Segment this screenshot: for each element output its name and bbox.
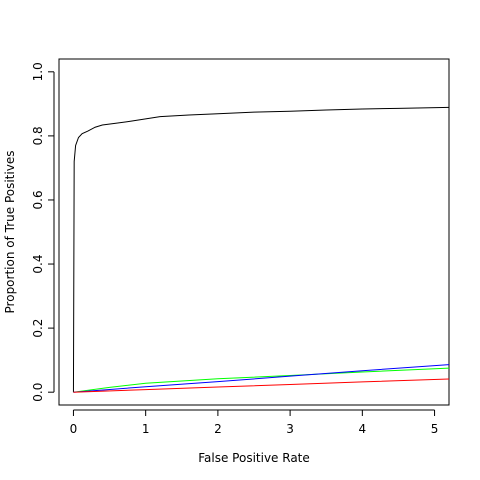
series-line-1 bbox=[72, 106, 450, 393]
x-tick-label: 5 bbox=[431, 422, 439, 436]
y-tick-label: 0.6 bbox=[31, 190, 45, 209]
y-axis-label: Proportion of True Positives bbox=[3, 151, 17, 314]
series-layer bbox=[72, 106, 450, 393]
y-tick-label: 0.2 bbox=[31, 319, 45, 338]
x-axis: 0 1 2 3 4 5 bbox=[70, 409, 439, 436]
x-tick-label: 2 bbox=[214, 422, 222, 436]
x-tick-label: 0 bbox=[70, 422, 78, 436]
series-line-3 bbox=[73, 364, 450, 393]
y-axis: 0.0 0.2 0.4 0.6 0.8 1.0 bbox=[31, 62, 55, 402]
plot-frame bbox=[58, 58, 450, 406]
series-line-4 bbox=[73, 378, 450, 393]
y-tick-label: 0.0 bbox=[31, 383, 45, 402]
series-line-2 bbox=[73, 367, 450, 393]
y-tick-label: 0.8 bbox=[31, 126, 45, 145]
y-tick-label: 1.0 bbox=[31, 62, 45, 81]
x-tick-label: 3 bbox=[286, 422, 294, 436]
y-tick-label: 0.4 bbox=[31, 254, 45, 273]
x-axis-label: False Positive Rate bbox=[198, 451, 310, 465]
x-tick-label: 1 bbox=[142, 422, 150, 436]
x-tick-label: 4 bbox=[359, 422, 367, 436]
